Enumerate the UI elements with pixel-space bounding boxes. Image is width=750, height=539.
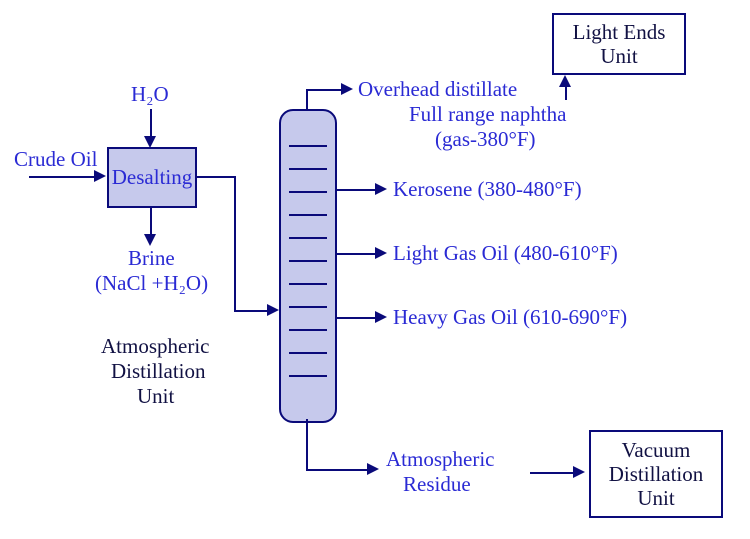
kerosene-label: Kerosene (380-480°F): [393, 177, 582, 201]
vdu-line3: Unit: [637, 486, 674, 510]
hgo-arrowhead: [375, 311, 387, 323]
hgo-label: Heavy Gas Oil (610-690°F): [393, 305, 627, 329]
overhead-h: [306, 89, 343, 91]
diagram-canvas: Desalting Light Ends Unit Vacuum Distill…: [0, 0, 750, 539]
crude-arrow-line: [29, 176, 96, 178]
hgo-line: [335, 317, 377, 319]
residue-arrowhead: [367, 463, 379, 475]
leu-line1: Light Ends: [573, 20, 666, 44]
lgo-arrowhead: [375, 247, 387, 259]
residue-v: [306, 419, 308, 469]
light-ends-unit-box: Light Ends Unit: [552, 13, 686, 75]
naphtha-1: Full range naphtha: [409, 102, 566, 126]
naphtha-2: (gas-380°F): [435, 127, 536, 151]
overhead-arrowhead: [341, 83, 353, 95]
residue-label-2: Residue: [403, 472, 471, 496]
lgo-label: Light Gas Oil (480-610°F): [393, 241, 618, 265]
overhead-title: Overhead distillate: [358, 77, 517, 101]
vdu-line1: Vacuum: [622, 438, 691, 462]
brine-arrow-line: [150, 206, 152, 236]
desalt-out-arrowhead: [267, 304, 279, 316]
vdu-line2: Distillation: [609, 462, 704, 486]
adu-label-3: Unit: [137, 384, 174, 408]
brine-label-2: (NaCl +H₂O): [95, 271, 208, 295]
distillation-column: [279, 109, 337, 423]
kerosene-arrowhead: [375, 183, 387, 195]
adu-label-2: Distillation: [111, 359, 206, 383]
desalt-out-v: [234, 176, 236, 310]
desalting-box: Desalting: [107, 147, 197, 208]
vacuum-distillation-unit-box: Vacuum Distillation Unit: [589, 430, 723, 518]
lgo-line: [335, 253, 377, 255]
to-leu-v: [565, 85, 567, 100]
crude-arrowhead: [94, 170, 106, 182]
residue-h: [306, 469, 369, 471]
brine-label-1: Brine: [128, 246, 175, 270]
kerosene-line: [335, 189, 377, 191]
h2o-arrowhead: [144, 136, 156, 148]
desalt-out-h1: [195, 176, 235, 178]
crude-oil-label: Crude Oil: [14, 147, 97, 171]
desalting-label: Desalting: [112, 165, 192, 189]
desalt-out-h2: [234, 310, 269, 312]
to-vdu-arrowhead: [573, 466, 585, 478]
overhead-v: [306, 89, 308, 111]
to-leu-arrowhead: [559, 75, 571, 87]
brine-arrowhead: [144, 234, 156, 246]
residue-label-1: Atmospheric: [386, 447, 494, 471]
h2o-label: H₂O: [131, 82, 169, 106]
adu-label-1: Atmospheric: [101, 334, 209, 358]
to-vdu-line: [530, 472, 575, 474]
h2o-arrow-line: [150, 109, 152, 138]
leu-line2: Unit: [600, 44, 637, 68]
